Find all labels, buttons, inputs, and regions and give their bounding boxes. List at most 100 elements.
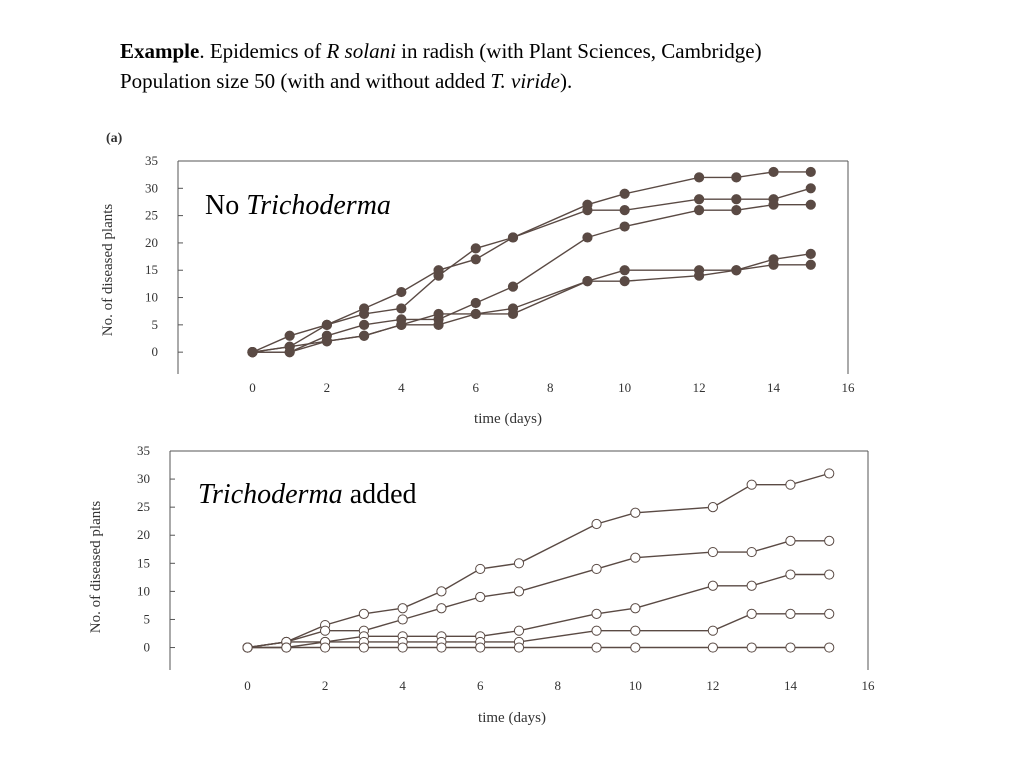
x-tick-label: 16 (842, 380, 856, 395)
series-3-point (630, 603, 641, 614)
heading-close: ). (559, 69, 573, 93)
y-tick-label: 25 (145, 208, 158, 223)
series-4-point (630, 625, 641, 636)
series-3-point (507, 281, 519, 292)
x-tick-label: 12 (693, 380, 706, 395)
heading-line-2: Population size 50 (with and without add… (120, 66, 1000, 96)
series-5-point (321, 336, 332, 347)
series-1-point (619, 188, 630, 199)
chart-no-trichoderma: (a) No Trichoderma time (days) No. of di… (100, 131, 855, 427)
series-5-point (785, 642, 796, 653)
slide-heading: Example. Epidemics of R solani in radish… (120, 36, 1000, 96)
series-5-point (396, 319, 407, 330)
series-line-3 (252, 203, 811, 353)
series-1-point (470, 254, 481, 265)
series-5-point (433, 319, 444, 330)
series-2-point (707, 546, 718, 558)
x-tick-label: 4 (399, 678, 406, 693)
series-2-point (507, 232, 519, 243)
y-tick-label: 35 (137, 443, 150, 458)
series-2-point (582, 205, 593, 216)
overlay-plain: No (205, 190, 246, 221)
x-tick-label: 14 (767, 380, 781, 395)
y-tick-label: 25 (137, 499, 150, 514)
x-tick-label: 6 (473, 380, 480, 395)
series-2-point (630, 552, 641, 563)
series-3-point (582, 232, 593, 243)
heading-line-1: Example. Epidemics of R solani in radish… (120, 36, 1000, 66)
series-4-point (433, 308, 444, 320)
series-1-point (591, 518, 602, 530)
panel-label: (a) (106, 131, 123, 146)
series-1-point (785, 479, 796, 490)
overlay-italic: Trichoderma (198, 479, 343, 510)
x-tick-label: 16 (862, 678, 876, 693)
series-5-point (247, 347, 258, 358)
series-4-point (805, 248, 816, 259)
y-tick-label: 15 (145, 262, 158, 277)
heading-text-rest: in radish (with Plant Sciences, Cambridg… (395, 39, 762, 63)
series-3-point (591, 608, 602, 619)
y-tick-label: 10 (145, 290, 158, 305)
y-tick-label: 30 (137, 471, 150, 486)
overlay-italic: Trichoderma (246, 190, 391, 221)
y-tick-label: 30 (145, 180, 158, 195)
series-5-point (475, 642, 486, 653)
series-1-point (396, 286, 407, 298)
series-5-point (731, 265, 742, 276)
series-line-1 (247, 472, 830, 649)
series-2-point (396, 303, 407, 314)
series-line-4 (247, 613, 830, 649)
series-5-point (591, 642, 602, 653)
heading-example-label: Example (120, 39, 200, 63)
y-tick-label: 35 (145, 153, 158, 168)
series-5-point (359, 330, 370, 341)
series-2-point (746, 546, 757, 558)
series-1-point (475, 563, 486, 575)
series-5-point (513, 642, 525, 653)
y-axis-label: No. of diseased plants (100, 204, 116, 337)
series-2-point (785, 535, 796, 546)
y-axis-label: No. of diseased plants (88, 501, 104, 634)
series-1-point (358, 608, 369, 619)
series-5-point (630, 642, 641, 653)
y-tick-label: 20 (145, 235, 158, 250)
series-1-point (284, 330, 295, 341)
y-tick-label: 5 (144, 611, 151, 626)
series-5-point (824, 642, 835, 653)
series-5-point (507, 308, 519, 320)
x-axis-label: time (days) (474, 411, 542, 427)
series-3-point (785, 569, 796, 580)
series-line-5 (252, 264, 811, 353)
series-2-point (359, 308, 370, 320)
series-5-point (397, 642, 408, 653)
series-1-point (694, 172, 705, 183)
x-axis-label: time (days) (478, 710, 546, 726)
series-1-point (397, 603, 408, 614)
series-5-point (242, 642, 253, 653)
series-2-point (433, 270, 444, 281)
series-line-3 (247, 573, 830, 649)
series-3-point (359, 319, 370, 330)
x-tick-label: 14 (784, 678, 798, 693)
x-tick-label: 6 (477, 678, 484, 693)
series-5-point (320, 642, 331, 653)
x-tick-label: 2 (324, 380, 331, 395)
series-2-point (321, 319, 332, 330)
series-4-point (785, 608, 796, 619)
x-tick-label: 10 (629, 678, 642, 693)
chart-overlay-label: No Trichoderma (205, 190, 391, 221)
series-1-point (513, 558, 525, 569)
x-tick-label: 4 (398, 380, 405, 395)
series-1-point (805, 166, 816, 178)
series-3-point (805, 199, 816, 210)
series-1-point (630, 507, 641, 518)
series-3-point (513, 625, 525, 636)
series-2-point (805, 183, 816, 194)
series-2-point (436, 603, 447, 614)
series-5-point (619, 276, 630, 287)
series-2-point (619, 205, 630, 216)
series-line-4 (252, 253, 811, 353)
y-tick-label: 0 (144, 640, 151, 655)
